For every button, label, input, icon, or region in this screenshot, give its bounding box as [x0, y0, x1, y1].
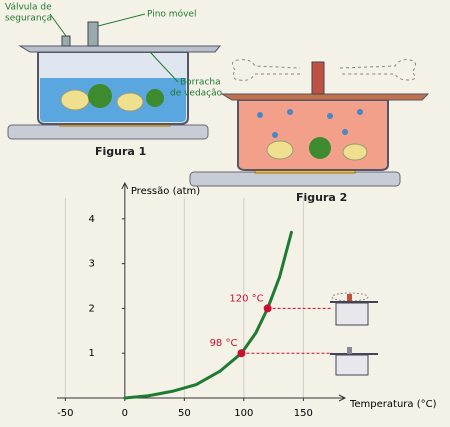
label: Válvula de: [5, 3, 52, 13]
label: segurança: [5, 14, 52, 24]
y-tick-label: 4: [88, 214, 94, 225]
point: [237, 349, 246, 358]
label: de vedação: [170, 89, 223, 99]
figure-2: Figura 2: [189, 59, 430, 204]
y-tick-label: 1: [88, 348, 94, 359]
x-tick-label: -50: [57, 408, 73, 419]
pot-icon: [330, 292, 378, 376]
caption: Figura 2: [296, 191, 347, 204]
y-tick-label: 2: [88, 303, 94, 314]
point: [263, 304, 272, 313]
x-tick-label: 100: [234, 408, 253, 419]
y-axis: [121, 181, 129, 398]
figure-1: Válvula de segurança Pino móvel Borracha…: [5, 3, 223, 159]
x-tick-label: 50: [178, 408, 191, 419]
y-tick-label: 3: [88, 259, 94, 270]
point-label: 120 °C: [229, 293, 263, 304]
label: Pino móvel: [147, 9, 196, 20]
caption: Figura 1: [95, 145, 146, 158]
x-axis: [57, 394, 347, 402]
x-tick-label: 150: [294, 408, 313, 419]
label: Borracha: [180, 78, 221, 88]
line-series: [123, 230, 293, 400]
x-axis-label: Temperatura (°C): [349, 399, 437, 410]
chart: -50 0 50 100 150 1 2 3 4 Pressão (atm) Temperatura…: [57, 181, 437, 419]
y-axis-label: Pressão (atm): [131, 186, 200, 197]
point-label: 98 °C: [210, 338, 238, 349]
x-tick-label: 0: [122, 408, 128, 419]
